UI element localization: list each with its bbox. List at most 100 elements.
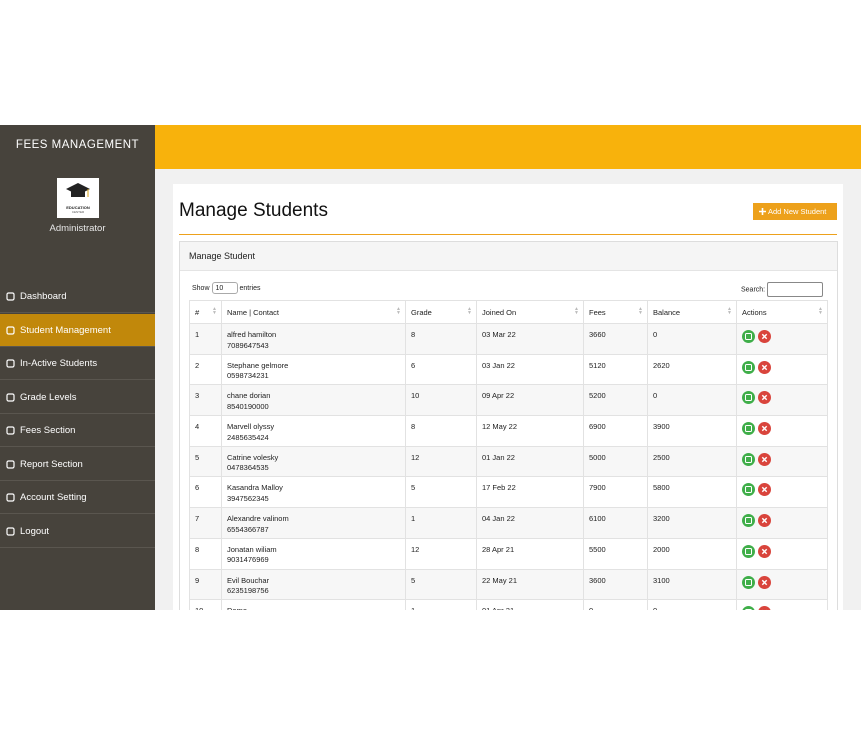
student-contact: 9031476969 bbox=[227, 555, 269, 565]
column-header[interactable]: Fees ▲ ▼ bbox=[583, 300, 648, 324]
cell-text: 03 Mar 22 bbox=[482, 330, 516, 339]
logo: EDUCATION CENTER bbox=[57, 178, 99, 218]
row-actions[interactable] bbox=[742, 575, 776, 590]
edit-button[interactable] bbox=[742, 544, 755, 558]
student-name: Stephane gelmore bbox=[227, 360, 289, 370]
menu-item[interactable]: Fees Section bbox=[0, 414, 155, 447]
cell-text: 01 Apr 21 bbox=[482, 606, 514, 610]
row-actions[interactable] bbox=[742, 360, 776, 375]
row-actions[interactable] bbox=[742, 330, 776, 344]
delete-button[interactable] bbox=[758, 452, 771, 466]
label: entries bbox=[239, 284, 261, 292]
column-label: Name | Contact bbox=[227, 307, 279, 317]
delete-button[interactable] bbox=[758, 360, 771, 374]
menu-item[interactable]: Report Section bbox=[0, 448, 155, 481]
row-actions[interactable] bbox=[742, 422, 776, 436]
table-cell: 8 bbox=[405, 415, 477, 447]
student-contact: 3947562345 bbox=[227, 493, 269, 503]
cell-text: 7900 bbox=[589, 483, 606, 493]
table-row: 7 Alexandre valinom 6554366787 1 04 Jan 22 61… bbox=[189, 507, 828, 539]
cell-text: 2000 bbox=[653, 544, 670, 554]
table-cell: 3200 bbox=[647, 507, 737, 539]
panel-title: Manage Student bbox=[180, 242, 837, 271]
column-header[interactable]: Actions ▲ ▼ bbox=[736, 300, 828, 324]
edit-button[interactable] bbox=[742, 575, 755, 589]
row-actions[interactable] bbox=[742, 391, 776, 405]
cell-text: 03 Jan 22 bbox=[482, 360, 515, 370]
table-cell: 03 Jan 22 bbox=[476, 353, 584, 386]
menu-icon bbox=[6, 459, 15, 469]
column-header[interactable]: # ▲ ▼ bbox=[189, 300, 222, 324]
table-cell: Demo bbox=[221, 599, 406, 610]
logo-text: CENTER bbox=[71, 210, 85, 214]
cell-text: 9 bbox=[195, 575, 200, 585]
delete-button[interactable] bbox=[758, 544, 771, 558]
column-label: Grade bbox=[411, 307, 432, 317]
edit-button[interactable] bbox=[742, 452, 755, 466]
cell-text: 5000 bbox=[589, 452, 606, 462]
column-header[interactable]: Grade ▲ ▼ bbox=[405, 300, 477, 324]
page-heading: Manage Students bbox=[179, 200, 328, 221]
table-cell: 12 bbox=[405, 445, 477, 478]
search-input[interactable] bbox=[767, 282, 824, 297]
button-label: Add New Student bbox=[768, 207, 827, 216]
menu-item[interactable]: Grade Levels bbox=[0, 381, 155, 414]
table-cell: 2 bbox=[189, 353, 222, 386]
menu-item[interactable]: Dashboard bbox=[0, 280, 155, 313]
delete-button[interactable] bbox=[758, 422, 771, 436]
table-cell: 3 bbox=[189, 384, 222, 417]
edit-button[interactable] bbox=[742, 422, 755, 436]
menu-icon bbox=[6, 292, 15, 301]
row-actions[interactable] bbox=[742, 514, 776, 528]
table-row: 5 Catrine volesky 0478364535 12 01 Jan 22 500… bbox=[189, 445, 828, 478]
cell-text: 10 bbox=[195, 606, 203, 610]
menu-label: Grade Levels bbox=[20, 391, 77, 403]
cell-text: 2 bbox=[195, 360, 200, 370]
column-header[interactable]: Balance ▲ ▼ bbox=[647, 300, 737, 324]
table-cell: chane dorian 8540190000 bbox=[221, 384, 406, 417]
menu-item[interactable]: Student Management bbox=[0, 313, 155, 347]
edit-button[interactable] bbox=[742, 360, 755, 374]
delete-button[interactable] bbox=[758, 483, 771, 497]
column-label: # bbox=[195, 307, 200, 317]
edit-button[interactable] bbox=[742, 330, 755, 343]
edit-button[interactable] bbox=[742, 514, 755, 528]
page-size-select[interactable]: 10 bbox=[211, 282, 238, 294]
delete-button[interactable] bbox=[758, 330, 771, 343]
edit-button[interactable] bbox=[742, 606, 755, 610]
student-contact: 7089647543 bbox=[227, 340, 269, 350]
column-header[interactable]: Name | Contact ▲ ▼ bbox=[221, 300, 406, 324]
menu-item[interactable]: In-Active Students bbox=[0, 347, 155, 380]
menu-item[interactable]: Logout bbox=[0, 515, 155, 548]
add-button[interactable]: Add New Student bbox=[753, 203, 837, 220]
table-cell: 3660 bbox=[583, 323, 648, 355]
edit-button[interactable] bbox=[742, 483, 755, 497]
column-header[interactable]: Joined On ▲ ▼ bbox=[476, 300, 584, 324]
student-contact: 6235198756 bbox=[227, 586, 269, 595]
edit-button[interactable] bbox=[742, 391, 755, 405]
table-cell: 6100 bbox=[583, 507, 648, 539]
cell-text: 8 bbox=[411, 422, 416, 432]
cell-text: 5800 bbox=[653, 483, 670, 493]
row-actions[interactable] bbox=[742, 606, 776, 610]
page-size: Show 10 entries bbox=[192, 282, 261, 294]
delete-button[interactable] bbox=[758, 575, 771, 589]
delete-button[interactable] bbox=[758, 606, 771, 610]
table-cell: 28 Apr 21 bbox=[476, 537, 584, 570]
row-actions[interactable] bbox=[742, 452, 776, 467]
menu-icon bbox=[6, 359, 15, 368]
cell-text: 7 bbox=[195, 514, 200, 524]
table-cell: Evil Bouchar 6235198756 bbox=[221, 568, 406, 601]
delete-button[interactable] bbox=[758, 391, 771, 405]
delete-button[interactable] bbox=[758, 514, 771, 528]
menu-icon bbox=[6, 325, 15, 335]
menu-label: Account Setting bbox=[20, 492, 87, 503]
cell-text: 01 Jan 22 bbox=[482, 452, 515, 462]
cell-text: 5 bbox=[411, 483, 416, 493]
cell-text: 12 bbox=[411, 452, 420, 462]
cell-text: 3 bbox=[195, 391, 200, 401]
row-actions[interactable] bbox=[742, 483, 776, 497]
menu-item[interactable]: Account Setting bbox=[0, 481, 155, 514]
row-actions[interactable] bbox=[742, 544, 776, 559]
